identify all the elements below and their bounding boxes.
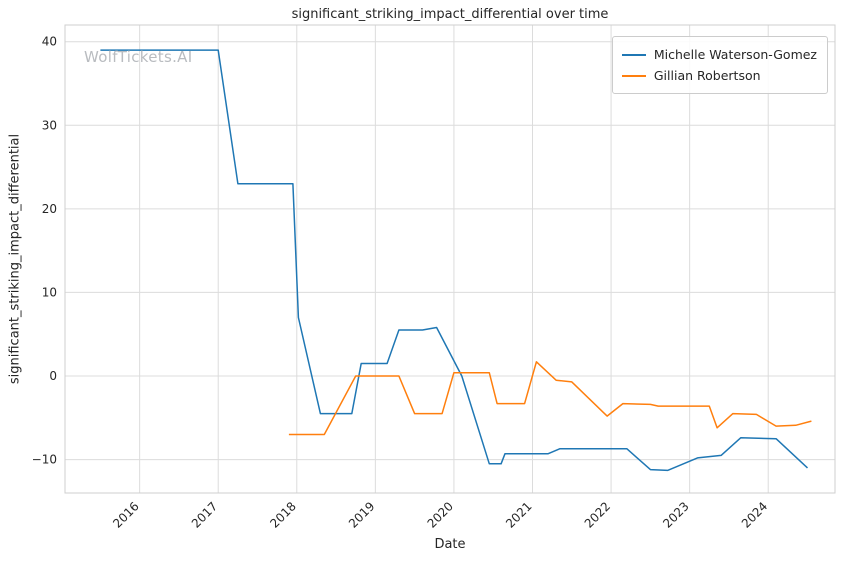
- y-tick-label: 10: [42, 285, 57, 299]
- series-line-1: [288, 361, 812, 436]
- y-tick-label: 30: [42, 118, 57, 132]
- x-tick-label: 2022: [582, 499, 613, 530]
- x-axis-label: Date: [434, 537, 466, 552]
- y-tick-label: 20: [42, 202, 57, 216]
- legend-label: Michelle Waterson-Gomez: [653, 47, 817, 62]
- x-tick-label: 2024: [739, 499, 770, 530]
- x-tick-label: 2023: [660, 499, 691, 530]
- legend-line-swatch: [621, 74, 646, 77]
- plot-border: [64, 24, 836, 494]
- legend-item: Michelle Waterson-Gomez: [621, 44, 817, 65]
- x-tick-label: 2019: [346, 499, 377, 530]
- x-tick-label: 2018: [267, 499, 298, 530]
- y-axis-label: significant_striking_impact_differential: [7, 133, 23, 385]
- legend-item: Gillian Robertson: [621, 65, 817, 86]
- y-tick-label: −10: [32, 453, 57, 467]
- x-tick-label: 2017: [189, 499, 220, 530]
- watermark: WolfTickets.AI: [84, 48, 193, 66]
- x-tick-label: 2020: [425, 499, 456, 530]
- legend: Michelle Waterson-Gomez Gillian Robertso…: [611, 36, 828, 94]
- x-tick-label: 2016: [110, 499, 141, 530]
- legend-label: Gillian Robertson: [653, 68, 761, 83]
- y-tick-label: 0: [49, 369, 57, 383]
- series-line-0: [100, 49, 809, 472]
- y-tick-label: 40: [42, 35, 57, 49]
- x-tick-label: 2021: [503, 499, 534, 530]
- chart-title: significant_striking_impact_differential…: [291, 7, 609, 22]
- legend-line-swatch: [621, 53, 646, 56]
